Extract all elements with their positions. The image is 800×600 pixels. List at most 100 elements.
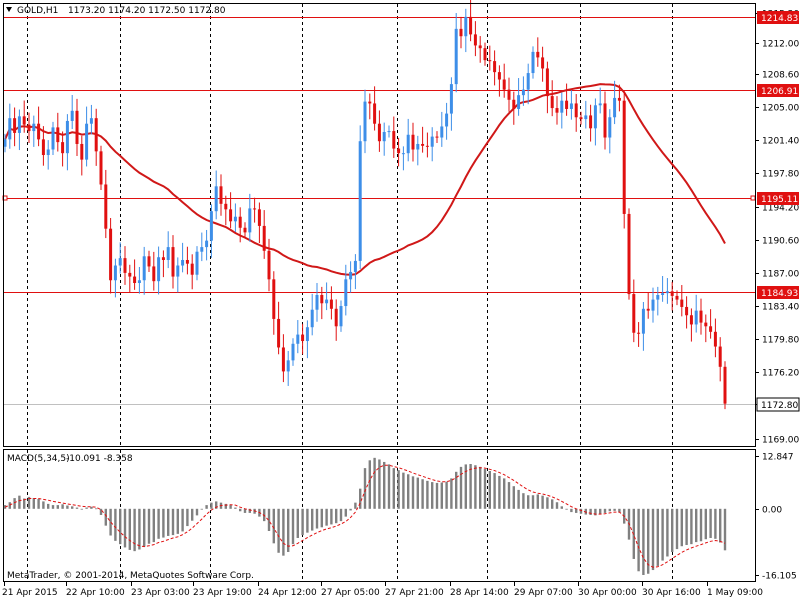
- level-label-box: [757, 286, 799, 299]
- candle: [161, 250, 165, 278]
- macd-bar: [71, 506, 74, 509]
- candle: [473, 21, 477, 57]
- candle: [89, 104, 93, 135]
- candle: [368, 93, 372, 120]
- candle: [65, 114, 69, 171]
- macd-bar: [277, 508, 280, 553]
- macd-bar: [551, 499, 554, 509]
- level-label: 1214.83: [761, 14, 798, 24]
- candle: [339, 300, 343, 332]
- macd-bar: [474, 465, 477, 509]
- candle: [233, 203, 237, 232]
- candle: [353, 254, 357, 290]
- macd-bar: [450, 478, 453, 509]
- candle: [435, 131, 439, 144]
- candle: [41, 126, 45, 166]
- candle: [622, 91, 626, 229]
- macd-bar: [671, 508, 674, 552]
- price-tick-label: 1179.80: [762, 336, 799, 346]
- candle: [421, 126, 425, 153]
- macd-bar: [272, 508, 275, 544]
- candle: [17, 109, 21, 151]
- candle: [411, 122, 415, 162]
- macd-axis[interactable]: 12.847 0.00 -16.105: [755, 453, 797, 582]
- macd-bar: [373, 457, 376, 509]
- macd-bar: [498, 475, 501, 509]
- candle: [483, 42, 487, 66]
- macd-bar: [709, 508, 712, 538]
- price-pane-frame: [3, 3, 756, 447]
- moving-average-line: [4, 83, 726, 276]
- candle: [526, 63, 530, 105]
- candle: [512, 91, 516, 125]
- macd-bar: [459, 466, 463, 509]
- macd-pane[interactable]: [3, 450, 727, 581]
- level-price-labels: 1214.83 1206.91 1195.11 1184.93: [757, 11, 799, 299]
- time-tick-label: 24 Apr 12:00: [258, 588, 317, 598]
- candle: [545, 61, 549, 114]
- macd-bar: [325, 508, 328, 526]
- macd-bar: [531, 495, 535, 509]
- macd-bar: [714, 508, 717, 539]
- macd-bar: [239, 508, 242, 512]
- candle: [51, 121, 55, 156]
- price-tick-label: 1208.60: [762, 71, 799, 81]
- macd-bar: [704, 508, 707, 540]
- macd-bar: [13, 498, 16, 509]
- macd-bar: [522, 493, 525, 509]
- time-tick-label: 28 Apr 14:00: [450, 588, 509, 598]
- macd-bar: [224, 503, 227, 509]
- macd-bar: [143, 508, 146, 547]
- candle: [320, 286, 324, 320]
- candle: [238, 207, 242, 243]
- candle: [464, 8, 468, 53]
- macd-bar: [147, 508, 151, 544]
- time-axis[interactable]: 21 Apr 2015 22 Apr 10:00 23 Apr 03:00 23 Ap…: [2, 582, 763, 598]
- macd-bar: [330, 508, 333, 525]
- candle: [387, 125, 391, 138]
- candle: [363, 89, 367, 154]
- candle: [142, 246, 146, 295]
- macd-bar: [503, 478, 506, 509]
- macd-bar: [95, 508, 98, 510]
- triangle-down-icon[interactable]: [6, 7, 12, 12]
- candle: [61, 131, 65, 167]
- macd-bar: [695, 508, 698, 543]
- macd-tick-label: 12.847: [762, 453, 794, 463]
- macd-bar: [128, 508, 131, 550]
- price-pane[interactable]: [2, 0, 756, 446]
- candle: [656, 286, 660, 316]
- candle: [214, 170, 218, 220]
- macd-bar: [243, 508, 247, 513]
- candle: [574, 94, 578, 132]
- macd-bar: [642, 508, 645, 575]
- candle: [291, 338, 295, 366]
- level-handle[interactable]: [750, 195, 756, 201]
- candle: [85, 106, 89, 167]
- macd-bar: [301, 508, 304, 536]
- candle: [349, 261, 353, 293]
- macd-bar: [291, 508, 295, 545]
- candle: [589, 104, 593, 142]
- candle: [272, 271, 276, 335]
- macd-bar: [387, 464, 391, 509]
- candle: [133, 259, 137, 290]
- candle: [555, 96, 559, 125]
- candle: [334, 299, 338, 341]
- macd-bar: [527, 495, 530, 509]
- candle: [195, 246, 199, 281]
- candle: [147, 250, 151, 272]
- candle: [209, 204, 213, 258]
- macd-bar: [397, 470, 400, 509]
- macd-bar: [392, 468, 395, 509]
- candle: [497, 65, 501, 97]
- macd-indicator-values: -10.091 -8.358: [66, 454, 133, 464]
- macd-bar: [32, 498, 35, 509]
- candle: [689, 308, 693, 342]
- candle: [593, 98, 597, 146]
- candle: [469, 0, 473, 42]
- candle: [27, 112, 31, 144]
- macd-bar: [546, 497, 549, 509]
- candle: [13, 107, 17, 147]
